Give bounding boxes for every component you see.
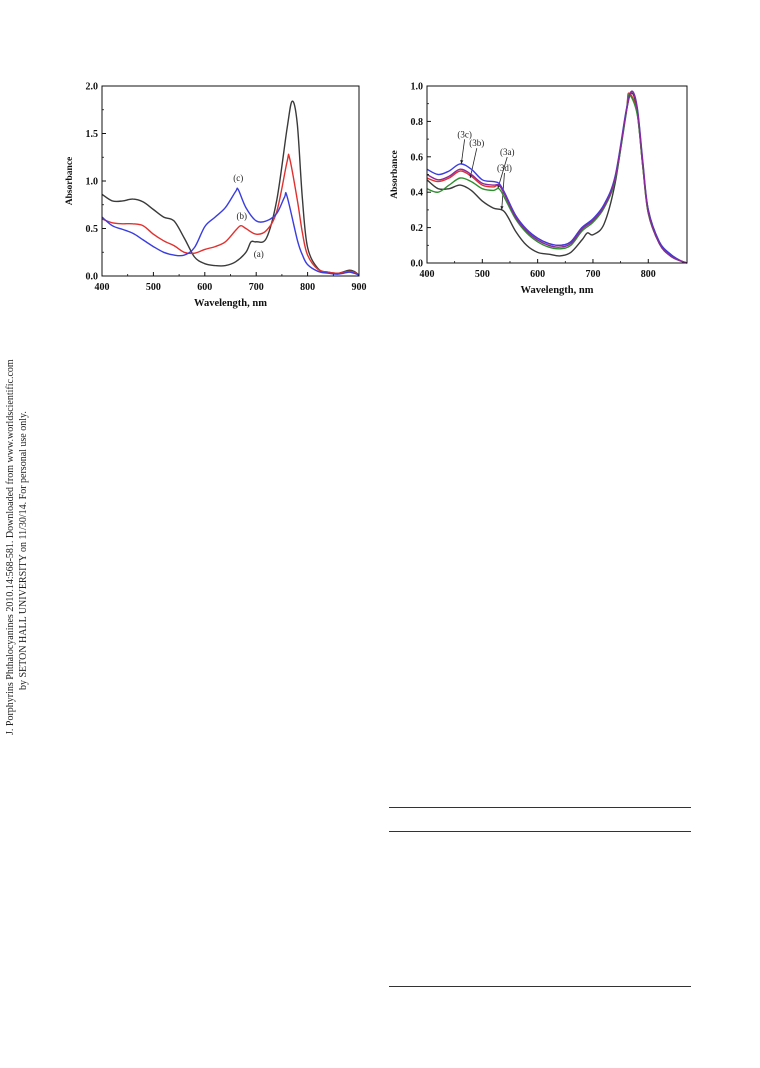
series-label-1-1: (3a) xyxy=(500,147,515,157)
series-line-1-2 xyxy=(426,94,688,264)
series-line-1-1 xyxy=(426,92,688,264)
series-label-0-1: (b) xyxy=(237,211,248,221)
y-tick-label-1-1: 0.2 xyxy=(411,223,424,234)
x-tick-label-1-3: 700 xyxy=(585,269,600,280)
chart-left-svg: (a) (b) (c) 400 500 600 700 800 900 0.0 0.5 1.0 1.5 2… xyxy=(65,82,367,310)
x-tick-label-0-1: 500 xyxy=(146,282,161,293)
series-line-0-2 xyxy=(101,187,360,276)
series-arrowhead-1-3 xyxy=(460,160,464,164)
y-tick-label-0-2: 1.0 xyxy=(86,177,99,188)
series-line-0-1 xyxy=(101,153,360,276)
chart-right: (3d) (3a) (3b) (3c) 400 500 600 700 800 0.0 0.2 0.4… xyxy=(375,70,705,325)
series-line-1-4 xyxy=(426,90,688,264)
y-tick-label-1-3: 0.6 xyxy=(411,152,424,163)
x-axis-label-1: Wavelength, nm xyxy=(521,285,594,296)
x-tick-label-1-1: 500 xyxy=(475,269,490,280)
x-tick-label-1-2: 600 xyxy=(530,269,545,280)
y-tick-label-1-5: 1.0 xyxy=(411,82,424,93)
x-tick-label-0-3: 700 xyxy=(249,282,264,293)
series-label-1-2: (3b) xyxy=(469,138,484,148)
side-note-line1: J. Porphyrins Phthalocyanines 2010.14:56… xyxy=(5,359,16,735)
x-tick-label-0-0: 400 xyxy=(95,282,110,293)
y-axis-label-1: Absorbance xyxy=(390,150,400,199)
series-line-1-3 xyxy=(426,90,688,264)
series-label-1-0: (3d) xyxy=(497,163,512,173)
side-note-line2: by SETON HALL UNIVERSITY on 11/30/14. Fo… xyxy=(18,411,29,690)
y-tick-label-1-2: 0.4 xyxy=(411,188,424,199)
plot-frame-1 xyxy=(426,85,688,264)
y-tick-label-0-0: 0.0 xyxy=(86,272,99,283)
chart-right-svg: (3d) (3a) (3b)(3c) 400 500 600 700 800 0.0 0.2 0.4… xyxy=(390,82,688,296)
table-top-rule xyxy=(389,807,691,808)
table-header-rule xyxy=(389,831,691,832)
series-label-0-0: (a) xyxy=(254,249,264,259)
series-arrowhead-1-0 xyxy=(500,206,504,210)
y-tick-label-0-3: 1.5 xyxy=(86,129,99,140)
x-tick-label-0-4: 800 xyxy=(300,282,315,293)
chart-left: (a) (b) (c) 400 500 600 700 800 900 0.0 0.5 1.0 1.5 2… xyxy=(55,70,380,325)
table-bottom-rule xyxy=(389,986,691,987)
x-tick-label-1-0: 400 xyxy=(420,269,435,280)
y-axis-label-0: Absorbance xyxy=(65,157,75,206)
x-axis-label-0: Wavelength, nm xyxy=(194,298,267,309)
y-tick-label-1-0: 0.0 xyxy=(411,259,424,270)
plot-frame-0 xyxy=(101,85,360,277)
y-tick-label-1-4: 0.8 xyxy=(411,117,424,128)
series-line-1-0 xyxy=(426,92,688,264)
y-tick-label-0-1: 0.5 xyxy=(86,224,99,235)
x-tick-label-0-5: 900 xyxy=(352,282,367,293)
x-tick-label-0-2: 600 xyxy=(197,282,212,293)
series-arrow-1-3 xyxy=(460,139,466,164)
series-label-1-3: (3c) xyxy=(457,129,472,139)
x-tick-label-1-4: 800 xyxy=(641,269,656,280)
series-arrow-1-2 xyxy=(469,148,478,179)
series-line-0-0 xyxy=(101,100,360,276)
series-label-0-2: (c) xyxy=(233,173,243,183)
y-tick-label-0-4: 2.0 xyxy=(86,82,99,93)
